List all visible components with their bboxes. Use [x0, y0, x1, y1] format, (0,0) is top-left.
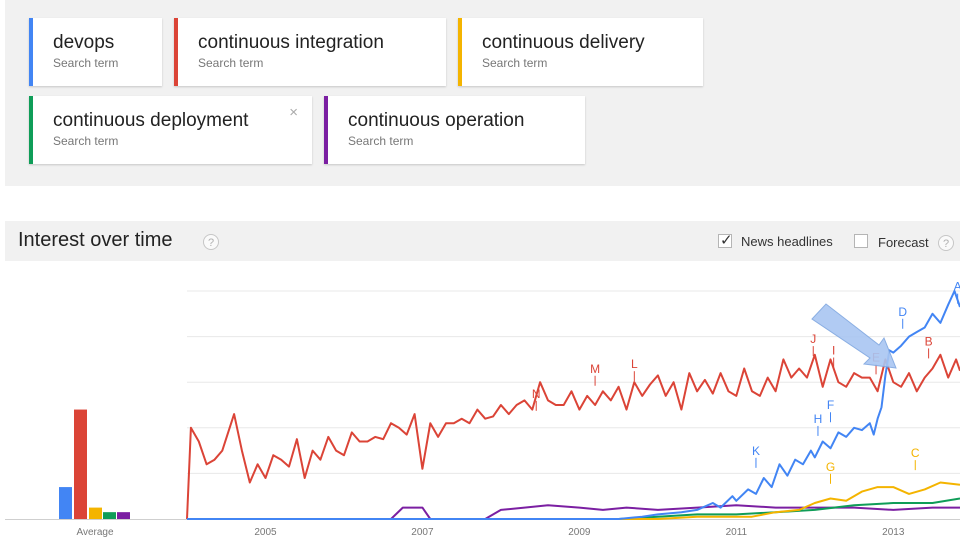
- term-sub-label: Search term: [198, 56, 264, 70]
- annotation-label: H: [814, 412, 823, 426]
- average-bar: [59, 487, 72, 519]
- term-name: continuous deployment: [53, 110, 249, 131]
- term-card-continuous-integration[interactable]: continuous integration Search term: [174, 18, 446, 86]
- average-bar: [103, 512, 116, 519]
- annotation-label: C: [911, 446, 920, 460]
- series-line: [187, 497, 960, 520]
- annotation-label: J: [810, 332, 816, 346]
- term-name: devops: [53, 32, 115, 53]
- section-title: Interest over time: [18, 229, 173, 251]
- term-sub-label: Search term: [348, 134, 414, 148]
- series-line: [187, 481, 960, 520]
- term-card-devops[interactable]: devops Search term: [29, 18, 162, 86]
- x-tick-label: 2009: [568, 527, 591, 538]
- annotation-label: M: [590, 362, 600, 376]
- average-bar: [89, 507, 102, 519]
- term-sub-label: Search term: [53, 134, 119, 148]
- close-icon[interactable]: ×: [289, 104, 298, 121]
- chart-series-lines: [186, 290, 960, 520]
- average-bar: [74, 409, 87, 519]
- annotation-label: F: [827, 398, 834, 412]
- term-card-continuous-deployment[interactable]: continuous deployment Search term ×: [29, 96, 312, 164]
- annotation-label: A: [954, 280, 960, 294]
- term-name: continuous operation: [348, 110, 525, 131]
- average-label: Average: [76, 527, 114, 538]
- pointer-arrow-icon: [811, 303, 897, 369]
- news-headlines-label[interactable]: News headlines: [741, 234, 833, 249]
- check-icon: ✓: [720, 232, 733, 249]
- x-tick-label: 2013: [882, 527, 905, 538]
- forecast-label[interactable]: Forecast: [878, 235, 929, 250]
- term-name: continuous delivery: [482, 32, 645, 53]
- chart-grid: [5, 290, 960, 520]
- interest-over-time-header: Interest over time ? ✓ News headlines Fo…: [5, 221, 960, 261]
- pointer-arrow: [811, 303, 897, 369]
- x-tick-label: 2005: [254, 527, 277, 538]
- series-line: [186, 353, 960, 520]
- annotation-label: G: [826, 460, 835, 474]
- annotation-label: L: [631, 357, 638, 371]
- series-line: [187, 290, 960, 520]
- annotation-label: I: [832, 344, 835, 358]
- x-axis-ticks: 2005 2007 2009 2011 2013: [254, 527, 905, 538]
- term-name: continuous integration: [198, 32, 384, 53]
- average-bars: [59, 409, 130, 519]
- x-tick-label: 2007: [411, 527, 434, 538]
- term-sub-label: Search term: [482, 56, 548, 70]
- annotation-label: K: [752, 444, 760, 458]
- help-icon[interactable]: ?: [203, 234, 219, 250]
- help-icon[interactable]: ?: [938, 235, 954, 251]
- forecast-checkbox[interactable]: [854, 234, 868, 248]
- x-tick-label: 2011: [726, 527, 748, 538]
- annotation-label: B: [925, 334, 933, 348]
- news-headlines-checkbox[interactable]: ✓: [718, 232, 733, 249]
- average-bar: [117, 512, 130, 519]
- term-card-continuous-delivery[interactable]: continuous delivery Search term: [458, 18, 703, 86]
- term-card-continuous-operation[interactable]: continuous operation Search term: [324, 96, 585, 164]
- annotation-label: N: [532, 387, 541, 401]
- search-terms-panel: devops Search term continuous integratio…: [5, 0, 960, 186]
- term-sub-label: Search term: [53, 56, 119, 70]
- annotation-label: D: [898, 305, 907, 319]
